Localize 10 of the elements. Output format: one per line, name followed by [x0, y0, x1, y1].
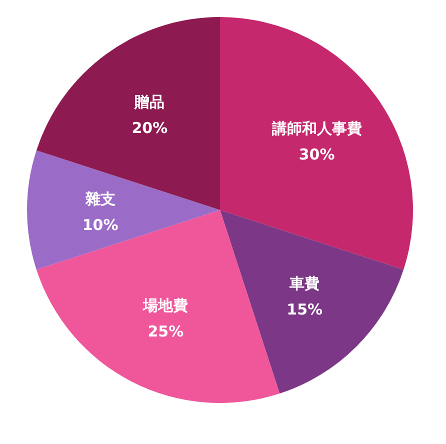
slice-label: 講師和人事費 — [270, 120, 362, 138]
data-label: 10% — [82, 216, 118, 234]
slice-label: 贈品 — [134, 93, 165, 112]
data-label: 20% — [132, 119, 168, 138]
data-label: 15% — [286, 300, 323, 319]
data-label: 30% — [298, 146, 335, 164]
slice-label: 場地費 — [142, 296, 188, 315]
slice-label: 雜支 — [84, 190, 116, 208]
slice-label: 車費 — [288, 274, 320, 293]
data-label: 25% — [148, 322, 184, 341]
